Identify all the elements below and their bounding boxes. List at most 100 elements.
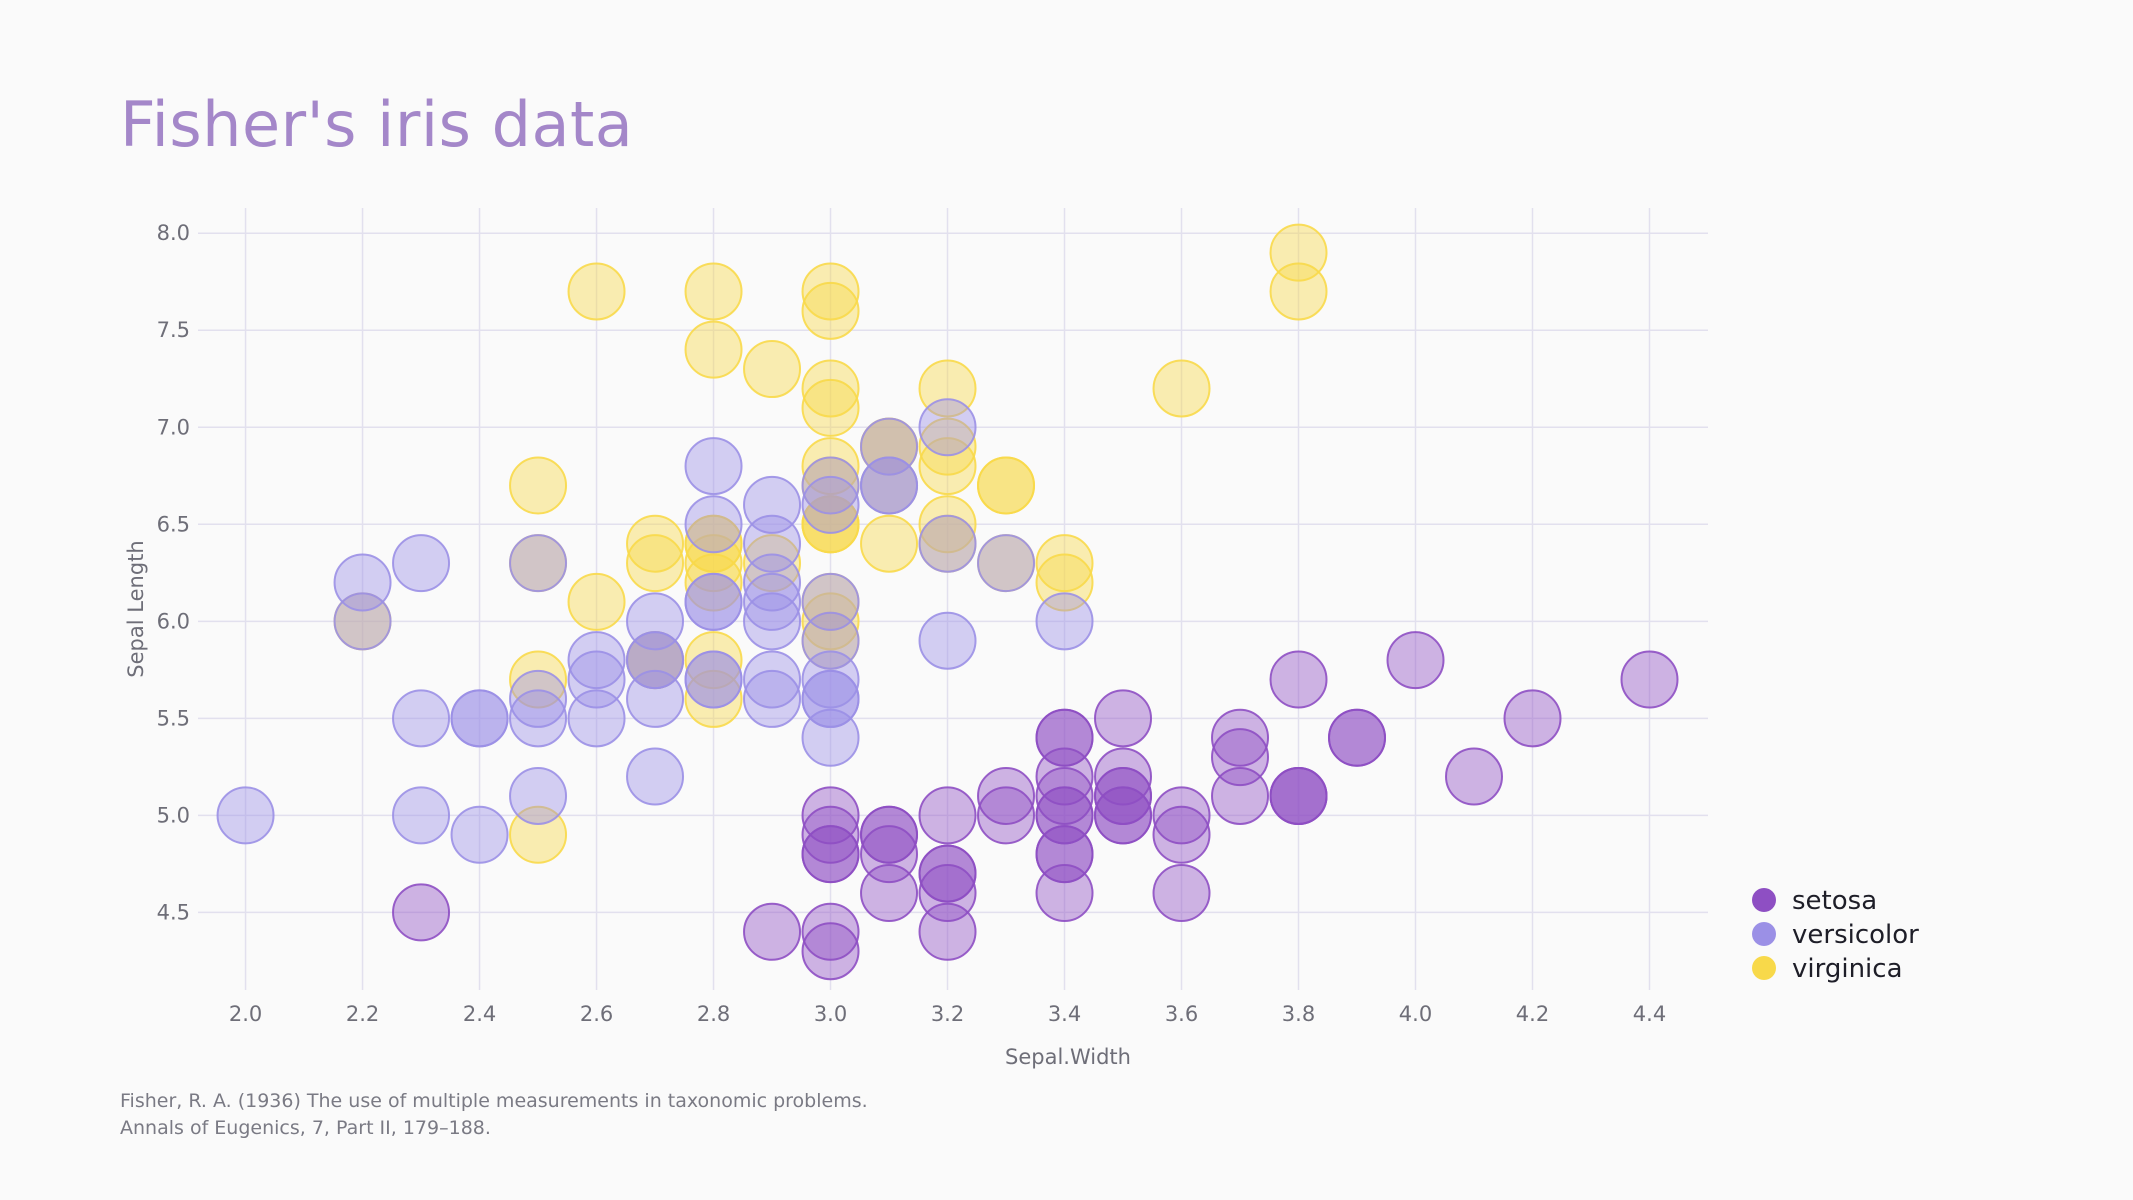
- y-tick-label: 7.5: [157, 318, 190, 342]
- setosa-point: [1152, 863, 1211, 922]
- virginica-point: [509, 456, 568, 515]
- x-tick-label: 2.6: [580, 1002, 613, 1026]
- virginica-point: [743, 340, 802, 399]
- versicolor-point: [626, 669, 685, 728]
- versicolor-point: [392, 534, 451, 593]
- virginica-point: [860, 514, 919, 573]
- versicolor-point: [1035, 592, 1094, 651]
- setosa-point: [1152, 786, 1211, 845]
- versicolor-point: [801, 475, 860, 534]
- versicolor-point: [509, 689, 568, 748]
- virginica-point: [626, 534, 685, 593]
- versicolor-point: [977, 534, 1036, 593]
- x-axis-title: Sepal.Width: [1005, 1045, 1131, 1069]
- setosa-point: [860, 805, 919, 864]
- virginica-point: [1152, 359, 1211, 418]
- setosa-point: [1386, 631, 1445, 690]
- x-tick-label: 4.4: [1633, 1002, 1666, 1026]
- setosa-point: [801, 902, 860, 961]
- setosa-point: [1094, 689, 1153, 748]
- setosa-point: [743, 902, 802, 961]
- caption-line-1: Fisher, R. A. (1936) The use of multiple…: [120, 1090, 868, 1112]
- x-tick-label: 4.2: [1516, 1002, 1549, 1026]
- versicolor-point: [509, 669, 568, 728]
- y-tick-label: 5.0: [157, 803, 190, 827]
- versicolor-point: [450, 689, 509, 748]
- virginica-point: [626, 514, 685, 573]
- versicolor-point: [801, 669, 860, 728]
- setosa-point: [1094, 786, 1153, 845]
- axes: Sepal.Width Sepal Length 2.0 2.2 2.4 2.6 2.8…: [124, 221, 1666, 1069]
- x-tick-label: 2.0: [229, 1002, 262, 1026]
- virginica-point: [801, 281, 860, 340]
- setosa-point: [801, 805, 860, 864]
- virginica-point: [684, 320, 743, 379]
- versicolor-point: [567, 689, 626, 748]
- versicolor-point: [860, 456, 919, 515]
- x-tick-label: 2.2: [346, 1002, 379, 1026]
- x-tick-label: 2.8: [697, 1002, 730, 1026]
- versicolor-point: [743, 669, 802, 728]
- versicolor-point: [509, 766, 568, 825]
- setosa-point: [392, 883, 451, 942]
- legend-label-virginica: virginica: [1792, 954, 1903, 984]
- setosa-point: [801, 922, 860, 981]
- legend-marker-setosa: [1752, 888, 1776, 912]
- versicolor-point: [743, 553, 802, 612]
- versicolor-point: [918, 611, 977, 670]
- setosa-point: [1620, 650, 1679, 709]
- setosa-point: [977, 766, 1036, 825]
- setosa-point: [1035, 766, 1094, 825]
- data-points: [216, 223, 1679, 981]
- setosa-point: [1328, 708, 1387, 767]
- grid-lines: [198, 208, 1708, 990]
- legend-label-setosa: setosa: [1792, 886, 1877, 916]
- versicolor-point: [743, 572, 802, 631]
- y-tick-label: 5.5: [157, 706, 190, 730]
- versicolor-point: [684, 572, 743, 631]
- caption-line-2: Annals of Eugenics, 7, Part II, 179–188.: [120, 1117, 491, 1139]
- versicolor-point: [684, 437, 743, 496]
- virginica-point: [801, 359, 860, 418]
- legend-label-versicolor: versicolor: [1792, 920, 1919, 950]
- versicolor-point: [801, 650, 860, 709]
- setosa-point: [860, 825, 919, 884]
- virginica-point: [567, 262, 626, 321]
- virginica-point: [1035, 534, 1094, 593]
- setosa-point: [1152, 805, 1211, 864]
- setosa-point: [1269, 766, 1328, 825]
- virginica-point: [977, 456, 1036, 515]
- virginica-point: [684, 262, 743, 321]
- y-tick-label: 6.0: [157, 609, 190, 633]
- versicolor-point: [801, 456, 860, 515]
- versicolor-point: [216, 786, 275, 845]
- y-tick-label: 8.0: [157, 221, 190, 245]
- versicolor-point: [626, 747, 685, 806]
- setosa-point: [1094, 766, 1153, 825]
- versicolor-point: [684, 495, 743, 554]
- x-tick-label: 3.6: [1165, 1002, 1198, 1026]
- versicolor-point: [392, 689, 451, 748]
- virginica-point: [801, 378, 860, 437]
- versicolor-point: [392, 786, 451, 845]
- virginica-point: [684, 514, 743, 573]
- versicolor-point: [684, 650, 743, 709]
- source-caption: Fisher, R. A. (1936) The use of multiple…: [120, 1088, 868, 1142]
- setosa-point: [1211, 708, 1270, 767]
- virginica-point: [801, 262, 860, 321]
- chart-title: Fisher's iris data: [120, 88, 634, 161]
- virginica-point: [918, 495, 977, 554]
- setosa-point: [801, 825, 860, 884]
- x-tick-label: 3.8: [1282, 1002, 1315, 1026]
- legend-marker-virginica: [1752, 956, 1776, 980]
- setosa-point: [977, 786, 1036, 845]
- x-tick-label: 2.4: [463, 1002, 496, 1026]
- versicolor-point: [333, 553, 392, 612]
- setosa-point: [1445, 747, 1504, 806]
- virginica-point: [801, 592, 860, 651]
- versicolor-point: [801, 572, 860, 631]
- versicolor-point: [743, 650, 802, 709]
- setosa-point: [918, 786, 977, 845]
- x-tick-label: 3.0: [814, 1002, 847, 1026]
